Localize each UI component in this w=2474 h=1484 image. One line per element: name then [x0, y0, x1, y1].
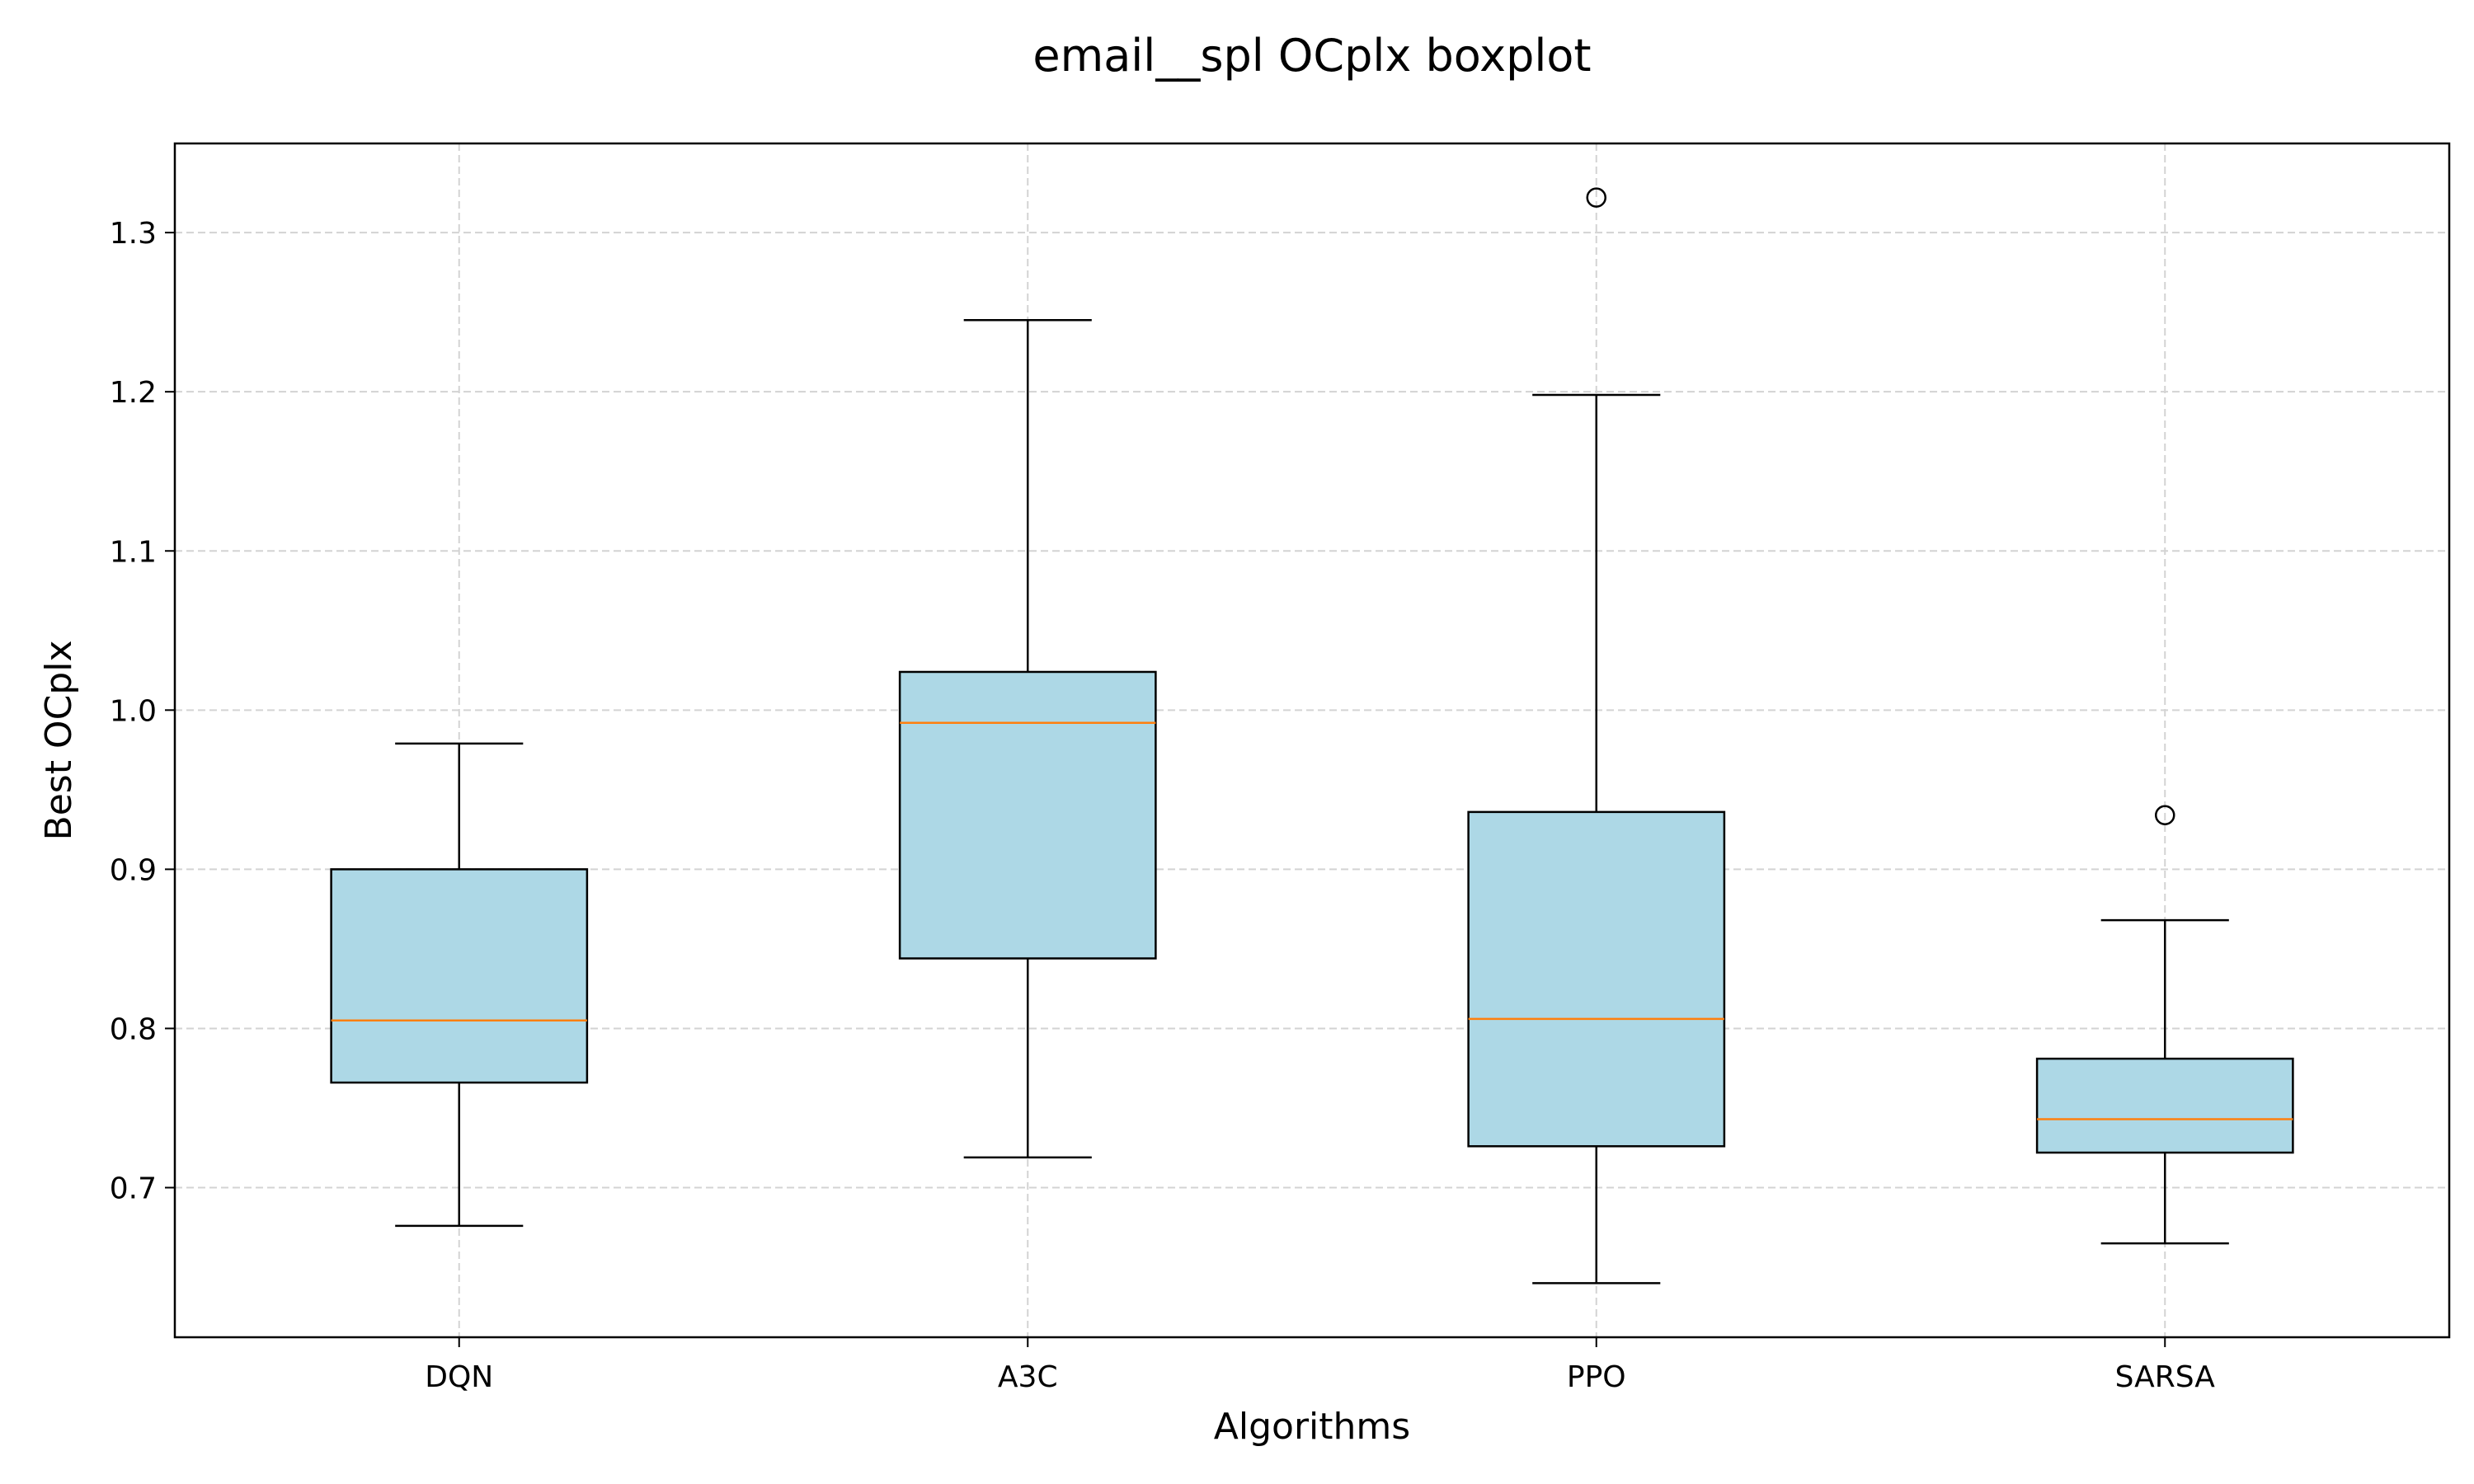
x-tick-label: SARSA [2115, 1360, 2216, 1394]
y-axis-ticks: 0.7 0.8 0.9 1.0 1.1 1.2 1.3 [110, 217, 175, 1206]
boxes-layer [330, 187, 2294, 1284]
y-tick-label: 1.2 [110, 376, 157, 410]
plot-frame [173, 142, 2451, 1339]
box-group-ppo [1467, 187, 1726, 1284]
x-axis-ticks: DQN A3C PPO SARSA [425, 1337, 2215, 1394]
y-tick-label: 0.9 [110, 853, 157, 887]
box-iqr [1467, 810, 1726, 1148]
box-iqr [330, 868, 589, 1084]
x-tick-label: DQN [425, 1360, 493, 1394]
x-axis-label: Algorithms [1214, 1406, 1410, 1448]
box-iqr [898, 670, 1157, 960]
y-tick-label: 0.8 [110, 1012, 157, 1046]
y-tick-label: 1.1 [110, 535, 157, 569]
box-group-dqn [330, 742, 589, 1228]
x-tick-label: A3C [998, 1360, 1058, 1394]
y-axis-label: Best OCplx [38, 641, 80, 841]
box-group-a3c [898, 319, 1157, 1159]
grid-lines [175, 143, 2449, 1337]
outlier-point [2155, 805, 2175, 825]
x-tick-label: PPO [1567, 1360, 1626, 1394]
y-tick-label: 1.3 [110, 217, 157, 251]
box-group-sarsa [2035, 805, 2294, 1245]
outlier-point [1586, 187, 1606, 208]
y-tick-label: 0.7 [110, 1172, 157, 1206]
chart-title: email__spl OCplx boxplot [1032, 30, 1591, 82]
box-iqr [2035, 1057, 2294, 1154]
y-tick-label: 1.0 [110, 694, 157, 728]
